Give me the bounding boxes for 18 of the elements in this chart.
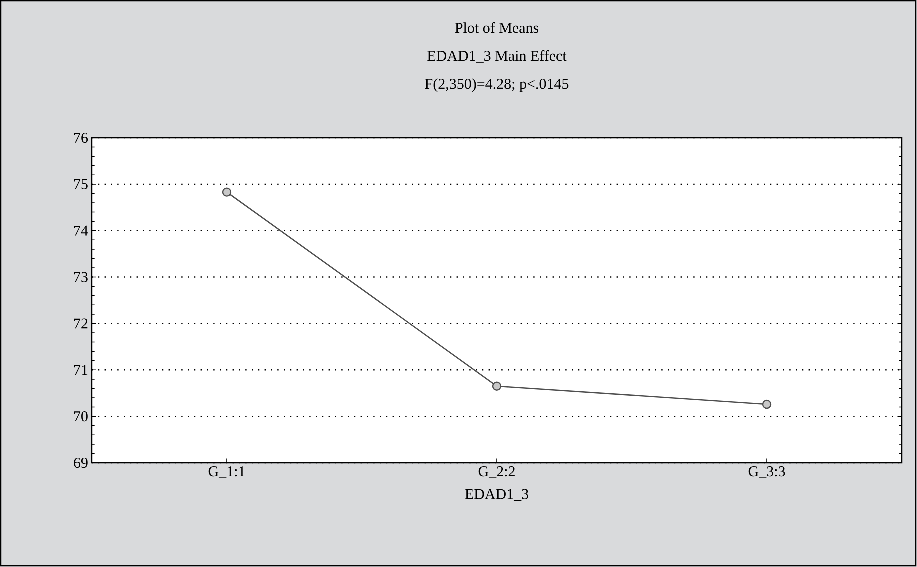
y-tick-label: 70 [74, 412, 88, 422]
text: F(2,350)=4.28; p<.0145 [425, 78, 569, 92]
y-tick-label: 75 [74, 179, 88, 190]
x-tick-label: G_3:3 [748, 466, 786, 478]
chart-subtitle: EDAD1_3 Main Effect [428, 50, 567, 63]
point [762, 400, 772, 410]
point [222, 188, 232, 197]
y-tick-label: 69 [74, 458, 88, 468]
y-tick-label: 73 [74, 272, 88, 282]
x-axis-title: EDAD1_3 [465, 489, 528, 502]
y-tick-label: 72 [74, 318, 88, 329]
y-tick-label: 74 [74, 226, 88, 236]
point [492, 382, 502, 391]
y-tick-label: 76 [74, 132, 88, 144]
chart-title: Plot of Means [455, 22, 539, 34]
y-tick-label: 71 [74, 365, 88, 376]
x-tick-label: G_2:2 [478, 466, 515, 478]
x-tick-label: G_1:1 [208, 466, 245, 478]
